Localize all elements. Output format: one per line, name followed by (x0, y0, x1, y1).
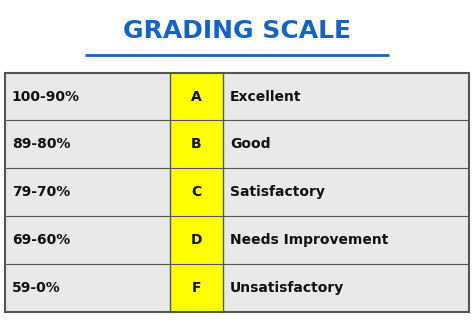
Bar (223, 264, 469, 312)
Bar (170, 264, 223, 312)
Text: 89-80%: 89-80% (12, 137, 70, 151)
Text: C: C (191, 185, 201, 199)
Bar (170, 73, 223, 120)
Bar (223, 216, 469, 264)
Text: Excellent: Excellent (230, 89, 301, 104)
Text: B: B (191, 137, 201, 151)
Bar (223, 168, 469, 216)
Bar (170, 216, 223, 264)
Text: GRADING SCALE: GRADING SCALE (123, 19, 351, 43)
Bar (5, 216, 170, 264)
Bar (5, 120, 170, 168)
Text: 69-60%: 69-60% (12, 233, 70, 247)
Text: A: A (191, 89, 202, 104)
Text: D: D (191, 233, 202, 247)
Text: Needs Improvement: Needs Improvement (230, 233, 389, 247)
Bar (223, 120, 469, 168)
Text: Unsatisfactory: Unsatisfactory (230, 281, 345, 295)
Text: 79-70%: 79-70% (12, 185, 70, 199)
Bar (5, 73, 170, 120)
Text: Satisfactory: Satisfactory (230, 185, 325, 199)
Bar (223, 73, 469, 120)
Bar (5, 264, 170, 312)
Text: Good: Good (230, 137, 271, 151)
Text: 59-0%: 59-0% (12, 281, 61, 295)
Bar (170, 120, 223, 168)
Text: 100-90%: 100-90% (12, 89, 80, 104)
Bar (5, 73, 469, 312)
Bar (170, 168, 223, 216)
Bar (5, 168, 170, 216)
Text: F: F (191, 281, 201, 295)
